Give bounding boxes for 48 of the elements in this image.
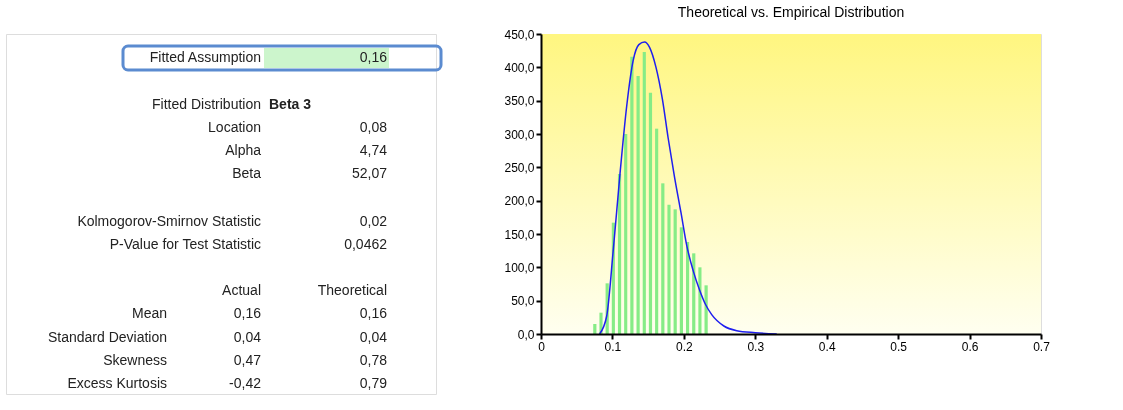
text: 0,16 (233, 305, 262, 321)
y-tick-label: 50,0 (511, 294, 535, 309)
x-tick-label: 0.3 (747, 339, 765, 354)
x-tick-label: 0.7 (1033, 339, 1051, 354)
text: Kolmogorov-Smirnov Statistic (77, 213, 261, 229)
text: 0,16 (359, 49, 388, 65)
text: Skewness (103, 352, 167, 368)
text: Fitted Assumption (149, 49, 261, 65)
text: Mean (131, 305, 167, 321)
y-tick-label: 150,0 (504, 227, 535, 242)
text: 0,04 (233, 329, 262, 345)
x-tick-label: 0.1 (604, 339, 622, 354)
text: Fitted Distribution (152, 96, 261, 112)
text: 52,07 (351, 165, 388, 181)
x-tick-label: 0.4 (818, 339, 836, 354)
y-tick-label: 450,0 (504, 27, 535, 42)
text: Beta (232, 165, 262, 181)
text: 0,02 (359, 213, 388, 229)
text: 0,0462 (344, 236, 388, 252)
text: Beta 3 (269, 96, 312, 112)
text: Actual (222, 282, 261, 298)
text: -0,42 (229, 375, 262, 391)
y-tick-label: 0,0 (517, 327, 535, 342)
text: 0,78 (359, 352, 388, 368)
x-tick-label: 0 (538, 339, 546, 354)
text: Theoretical (317, 282, 387, 298)
text: 0,08 (359, 119, 388, 135)
text: 0,47 (233, 352, 262, 368)
y-tick-label: 400,0 (504, 60, 535, 75)
text: 0,79 (359, 375, 388, 391)
y-tick-label: 250,0 (504, 160, 535, 175)
text: Location (208, 119, 261, 135)
text: 0,04 (359, 329, 388, 345)
x-tick-label: 0.2 (676, 339, 694, 354)
x-tick-label: 0.6 (961, 339, 979, 354)
x-tick-label: 0.5 (890, 339, 908, 354)
y-tick-label: 300,0 (504, 127, 535, 142)
text: Alpha (225, 142, 262, 158)
line-series (598, 41, 778, 335)
text: P-Value for Test Statistic (109, 236, 261, 252)
y-tick-label: 350,0 (504, 94, 535, 109)
text: Excess Kurtosis (67, 375, 167, 391)
y-tick-label: 200,0 (504, 194, 535, 209)
chart-title: Theoretical vs. Empirical Distribution (677, 4, 905, 20)
text: 4,74 (359, 142, 388, 158)
text: 0,16 (359, 305, 388, 321)
text: Standard Deviation (47, 329, 167, 345)
y-tick-label: 100,0 (504, 260, 535, 275)
